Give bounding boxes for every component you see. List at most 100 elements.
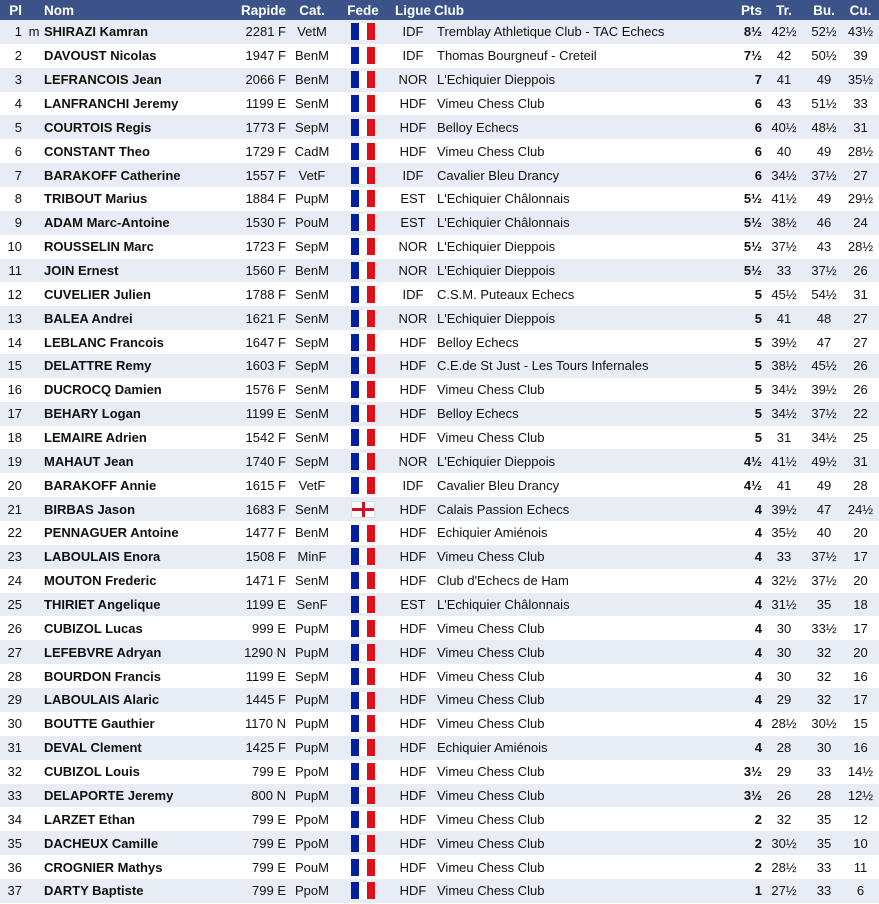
cell-nom[interactable]: CROGNIER Mathys	[44, 859, 163, 875]
cell-club[interactable]: Vimeu Chess Club	[437, 382, 545, 398]
cell-ligue: HDF	[399, 740, 427, 756]
cell-club[interactable]: L'Echiquier Châlonnais	[437, 191, 570, 207]
cell-club[interactable]: Belloy Echecs	[437, 334, 519, 350]
cell-rapide: 799 E	[252, 811, 286, 827]
cell-club[interactable]: Cavalier Bleu Drancy	[437, 167, 560, 183]
cell-nom[interactable]: CONSTANT Theo	[44, 143, 150, 159]
header-pl[interactable]: Pl	[0, 0, 24, 20]
cell-nom[interactable]: LEFEBVRE Adryan	[44, 644, 162, 660]
header-cat[interactable]: Cat.	[290, 0, 334, 20]
cell-nom[interactable]: BALEA Andrei	[44, 310, 133, 326]
cell-cat: SenF	[296, 597, 328, 613]
header-ligue[interactable]: Ligue	[392, 0, 434, 20]
header-nom[interactable]: Nom	[44, 0, 226, 20]
cell-club[interactable]: Vimeu Chess Club	[437, 692, 545, 708]
cell-nom[interactable]: CUBIZOL Lucas	[44, 620, 143, 636]
cell-nom[interactable]: DELAPORTE Jeremy	[44, 787, 174, 803]
cell-pl: 15	[7, 358, 22, 374]
cell-club[interactable]: Vimeu Chess Club	[437, 668, 545, 684]
cell-club[interactable]: Echiquier Amiénois	[437, 525, 548, 541]
cell-ligue: HDF	[399, 549, 427, 565]
cell-club[interactable]: Tremblay Athletique Club - TAC Echecs	[437, 24, 665, 40]
france-flag-icon	[351, 691, 375, 709]
cell-nom[interactable]: TRIBOUT Marius	[44, 191, 148, 207]
cell-bu: 49	[816, 143, 832, 159]
cell-club[interactable]: L'Echiquier Dieppois	[437, 310, 556, 326]
cell-nom[interactable]: DAVOUST Nicolas	[44, 48, 157, 64]
cell-club[interactable]: Vimeu Chess Club	[437, 859, 545, 875]
cell-nom[interactable]: LEBLANC Francois	[44, 334, 164, 350]
cell-nom[interactable]: LEMAIRE Adrien	[44, 430, 147, 446]
cell-nom[interactable]: LEFRANCOIS Jean	[44, 72, 162, 88]
cell-nom[interactable]: BEHARY Logan	[44, 406, 141, 422]
header-tr[interactable]: Tr.	[762, 0, 806, 20]
header-pts[interactable]: Pts	[724, 0, 762, 20]
cell-club[interactable]: Vimeu Chess Club	[437, 644, 545, 660]
header-cu[interactable]: Cu.	[842, 0, 879, 20]
cell-nom[interactable]: DEVAL Clement	[44, 740, 142, 756]
cell-nom[interactable]: DARTY Baptiste	[44, 883, 144, 899]
cell-nom[interactable]: CUBIZOL Louis	[44, 764, 140, 780]
cell-nom[interactable]: ROUSSELIN Marc	[44, 239, 154, 255]
cell-nom[interactable]: THIRIET Angelique	[44, 597, 161, 613]
cell-nom[interactable]: LABOULAIS Enora	[44, 549, 161, 565]
cell-cu: 10	[853, 835, 868, 851]
cell-club[interactable]: Vimeu Chess Club	[437, 143, 545, 159]
cell-club[interactable]: Vimeu Chess Club	[437, 787, 545, 803]
cell-nom[interactable]: DUCROCQ Damien	[44, 382, 162, 398]
cell-club[interactable]: Belloy Echecs	[437, 406, 519, 422]
header-bu[interactable]: Bu.	[806, 0, 842, 20]
cell-nom[interactable]: BIRBAS Jason	[44, 501, 136, 517]
cell-club[interactable]: L'Echiquier Dieppois	[437, 239, 556, 255]
cell-nom[interactable]: CUVELIER Julien	[44, 286, 151, 302]
cell-nom[interactable]: PENNAGUER Antoine	[44, 525, 179, 541]
cell-club[interactable]: Vimeu Chess Club	[437, 764, 545, 780]
cell-club[interactable]: Vimeu Chess Club	[437, 430, 545, 446]
cell-nom[interactable]: LANFRANCHI Jeremy	[44, 96, 179, 111]
cell-club[interactable]: L'Echiquier Dieppois	[437, 72, 556, 88]
cell-club[interactable]: Vimeu Chess Club	[437, 883, 545, 899]
cell-title	[24, 211, 44, 235]
header-rapide[interactable]: Rapide	[226, 0, 290, 20]
cell-club[interactable]: L'Echiquier Châlonnais	[437, 597, 570, 613]
cell-club[interactable]: C.E.de St Just - Les Tours Infernales	[437, 358, 649, 374]
cell-club[interactable]: L'Echiquier Dieppois	[437, 453, 556, 469]
cell-club[interactable]: L'Echiquier Dieppois	[437, 263, 556, 279]
header-fede[interactable]: Fede	[334, 0, 392, 20]
cell-club[interactable]: Vimeu Chess Club	[437, 96, 545, 111]
cell-pl: 5	[14, 119, 22, 135]
cell-club[interactable]: Cavalier Bleu Drancy	[437, 477, 560, 493]
cell-club[interactable]: C.S.M. Puteaux Echecs	[437, 286, 575, 302]
cell-nom[interactable]: SHIRAZI Kamran	[44, 24, 149, 40]
cell-bu: 35	[816, 597, 832, 613]
cell-nom[interactable]: DACHEUX Camille	[44, 835, 159, 851]
cell-club[interactable]: Vimeu Chess Club	[437, 811, 545, 827]
cell-nom[interactable]: DELATTRE Remy	[44, 358, 152, 374]
cell-nom[interactable]: ADAM Marc-Antoine	[44, 215, 170, 231]
cell-club[interactable]: Calais Passion Echecs	[437, 501, 570, 517]
cell-nom[interactable]: MAHAUT Jean	[44, 453, 134, 469]
cell-club[interactable]: Vimeu Chess Club	[437, 835, 545, 851]
cell-nom[interactable]: JOIN Ernest	[44, 263, 119, 279]
cell-nom[interactable]: MOUTON Frederic	[44, 573, 157, 589]
cell-club[interactable]: Echiquier Amiénois	[437, 740, 548, 756]
cell-club[interactable]: Club d'Echecs de Ham	[437, 573, 569, 589]
cell-club[interactable]: Vimeu Chess Club	[437, 549, 545, 565]
cell-club[interactable]: Vimeu Chess Club	[437, 716, 545, 732]
table-row: 15 DELATTRE Remy 1603 F SepM HDF C.E.de St Ju…	[0, 354, 879, 378]
cell-nom[interactable]: BOURDON Francis	[44, 668, 162, 684]
cell-club[interactable]: Vimeu Chess Club	[437, 620, 545, 636]
france-flag-icon	[351, 95, 375, 113]
cell-nom[interactable]: LARZET Ethan	[44, 811, 135, 827]
cell-nom[interactable]: BARAKOFF Annie	[44, 477, 157, 493]
cell-nom[interactable]: COURTOIS Regis	[44, 119, 152, 135]
cell-club[interactable]: Thomas Bourgneuf - Creteil	[437, 48, 597, 64]
cell-cat: PpoM	[295, 883, 329, 899]
cell-title	[24, 521, 44, 545]
cell-club[interactable]: L'Echiquier Châlonnais	[437, 215, 570, 231]
cell-club[interactable]: Belloy Echecs	[437, 119, 519, 135]
cell-nom[interactable]: BOUTTE Gauthier	[44, 716, 155, 732]
header-club[interactable]: Club	[434, 0, 724, 20]
cell-nom[interactable]: LABOULAIS Alaric	[44, 692, 160, 708]
cell-nom[interactable]: BARAKOFF Catherine	[44, 167, 181, 183]
